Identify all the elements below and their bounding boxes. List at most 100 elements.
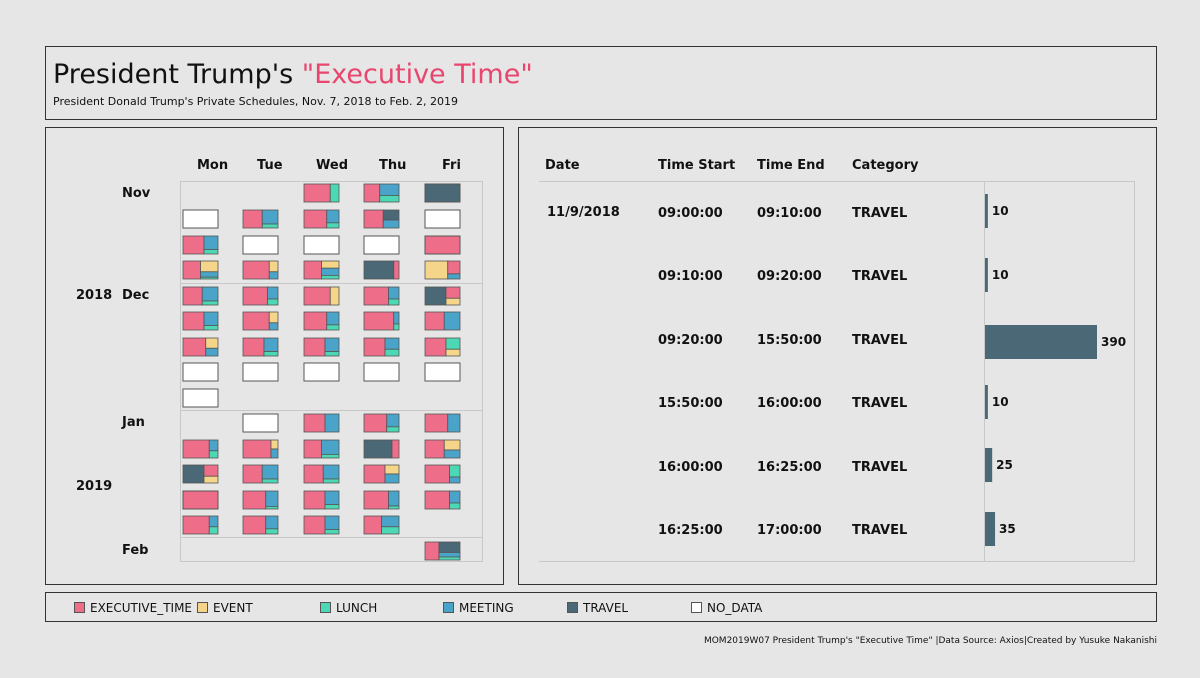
day-segment-meeting [208, 515, 219, 528]
day-cell[interactable] [424, 362, 461, 382]
day-cell[interactable] [424, 541, 461, 561]
day-cell[interactable] [303, 209, 340, 229]
legend-item-travel[interactable]: TRAVEL [567, 601, 628, 615]
day-cell[interactable] [242, 260, 279, 280]
day-segment-lunch [438, 556, 461, 561]
footer-credits: MOM2019W07 President Trump's "Executive … [703, 636, 1157, 646]
day-cell[interactable] [424, 311, 461, 331]
day-cell[interactable] [182, 260, 219, 280]
day-segment-lunch [265, 528, 279, 535]
day-cell[interactable] [363, 311, 400, 331]
day-cell[interactable] [182, 388, 219, 408]
day-cell[interactable] [424, 413, 461, 433]
day-segment-event [270, 439, 279, 450]
day-segment-lunch [321, 453, 340, 459]
day-cell[interactable] [182, 337, 219, 357]
day-cell[interactable] [303, 362, 340, 382]
day-cell[interactable] [182, 235, 219, 255]
day-segment-meeting [324, 337, 340, 352]
day-cell[interactable] [424, 464, 461, 484]
day-cell[interactable] [242, 286, 279, 306]
day-cell[interactable] [363, 235, 400, 255]
detail-bar [985, 258, 988, 292]
day-cell[interactable] [242, 311, 279, 331]
day-cell[interactable] [182, 490, 219, 510]
day-cell[interactable] [242, 209, 279, 229]
day-cell[interactable] [303, 337, 340, 357]
day-cell[interactable] [242, 337, 279, 357]
day-cell[interactable] [424, 439, 461, 459]
header-panel: President Trump's "Executive Time" Presi… [45, 46, 1157, 120]
day-cell[interactable] [424, 183, 461, 203]
day-segment-event [200, 260, 219, 273]
day-cell[interactable] [424, 490, 461, 510]
day-cell[interactable] [303, 260, 340, 280]
day-cell[interactable] [303, 413, 340, 433]
day-cell[interactable] [242, 413, 279, 433]
detail-date: 11/9/2018 [547, 205, 620, 220]
day-cell[interactable] [424, 337, 461, 357]
day-cell[interactable] [424, 209, 461, 229]
day-cell[interactable] [182, 362, 219, 382]
day-cell[interactable] [424, 286, 461, 306]
detail-bar-label: 10 [992, 268, 1009, 282]
day-cell[interactable] [303, 464, 340, 484]
day-cell[interactable] [424, 260, 461, 280]
day-segment-meeting [388, 286, 400, 300]
legend-label-no-data: NO_DATA [707, 601, 763, 615]
day-segment-meeting [447, 413, 461, 433]
day-cell[interactable] [363, 515, 400, 535]
detail-bar-label: 25 [996, 458, 1013, 472]
day-cell[interactable] [182, 311, 219, 331]
day-cell[interactable] [182, 464, 219, 484]
day-cell[interactable] [363, 337, 400, 357]
row-3-category: TRAVEL [852, 333, 908, 348]
legend-item-lunch[interactable]: LUNCH [320, 601, 377, 615]
day-cell[interactable] [303, 490, 340, 510]
day-segment-lunch [321, 275, 340, 280]
day-cell[interactable] [303, 515, 340, 535]
day-cell[interactable] [363, 209, 400, 229]
day-cell[interactable] [363, 413, 400, 433]
day-cell[interactable] [182, 209, 219, 229]
day-cell[interactable] [242, 362, 279, 382]
day-cell[interactable] [363, 490, 400, 510]
day-cell[interactable] [363, 439, 400, 459]
row-2-end: 09:20:00 [757, 269, 822, 284]
day-cell[interactable] [303, 439, 340, 459]
day-cell[interactable] [303, 286, 340, 306]
day-cell[interactable] [242, 235, 279, 255]
day-cell[interactable] [182, 515, 219, 535]
day-segment-executive-time [182, 490, 219, 510]
page-subtitle: President Donald Trump's Private Schedul… [53, 95, 459, 108]
day-cell[interactable] [363, 183, 400, 203]
day-cell[interactable] [182, 439, 219, 459]
day-cell[interactable] [242, 464, 279, 484]
day-cell[interactable] [303, 183, 340, 203]
day-cell[interactable] [363, 260, 400, 280]
legend-item-event[interactable]: EVENT [197, 601, 253, 615]
day-segment-executive-time [363, 286, 389, 306]
day-cell[interactable] [363, 286, 400, 306]
day-cell[interactable] [242, 490, 279, 510]
day-cell[interactable] [242, 515, 279, 535]
legend-item-executive-time[interactable]: EXECUTIVE_TIME [74, 601, 192, 615]
day-cell[interactable] [363, 362, 400, 382]
day-segment-meeting [203, 311, 219, 326]
day-cell[interactable] [303, 235, 340, 255]
day-cell[interactable] [242, 439, 279, 459]
legend-item-no-data[interactable]: NO_DATA [691, 601, 762, 615]
row-5-start: 16:00:00 [658, 460, 723, 475]
day-cell[interactable] [182, 286, 219, 306]
day-cell[interactable] [363, 464, 400, 484]
day-segment-executive-time [363, 464, 386, 484]
detail-bar-label: 10 [992, 395, 1009, 409]
day-segment-meeting [379, 183, 400, 196]
day-cell[interactable] [424, 235, 461, 255]
day-segment-meeting [321, 267, 340, 276]
legend-item-meeting[interactable]: MEETING [443, 601, 514, 615]
day-cell[interactable] [303, 311, 340, 331]
day-segment-executive-time [182, 235, 205, 255]
day-segment-executive-time [242, 439, 272, 459]
day-segment-meeting [263, 337, 279, 352]
